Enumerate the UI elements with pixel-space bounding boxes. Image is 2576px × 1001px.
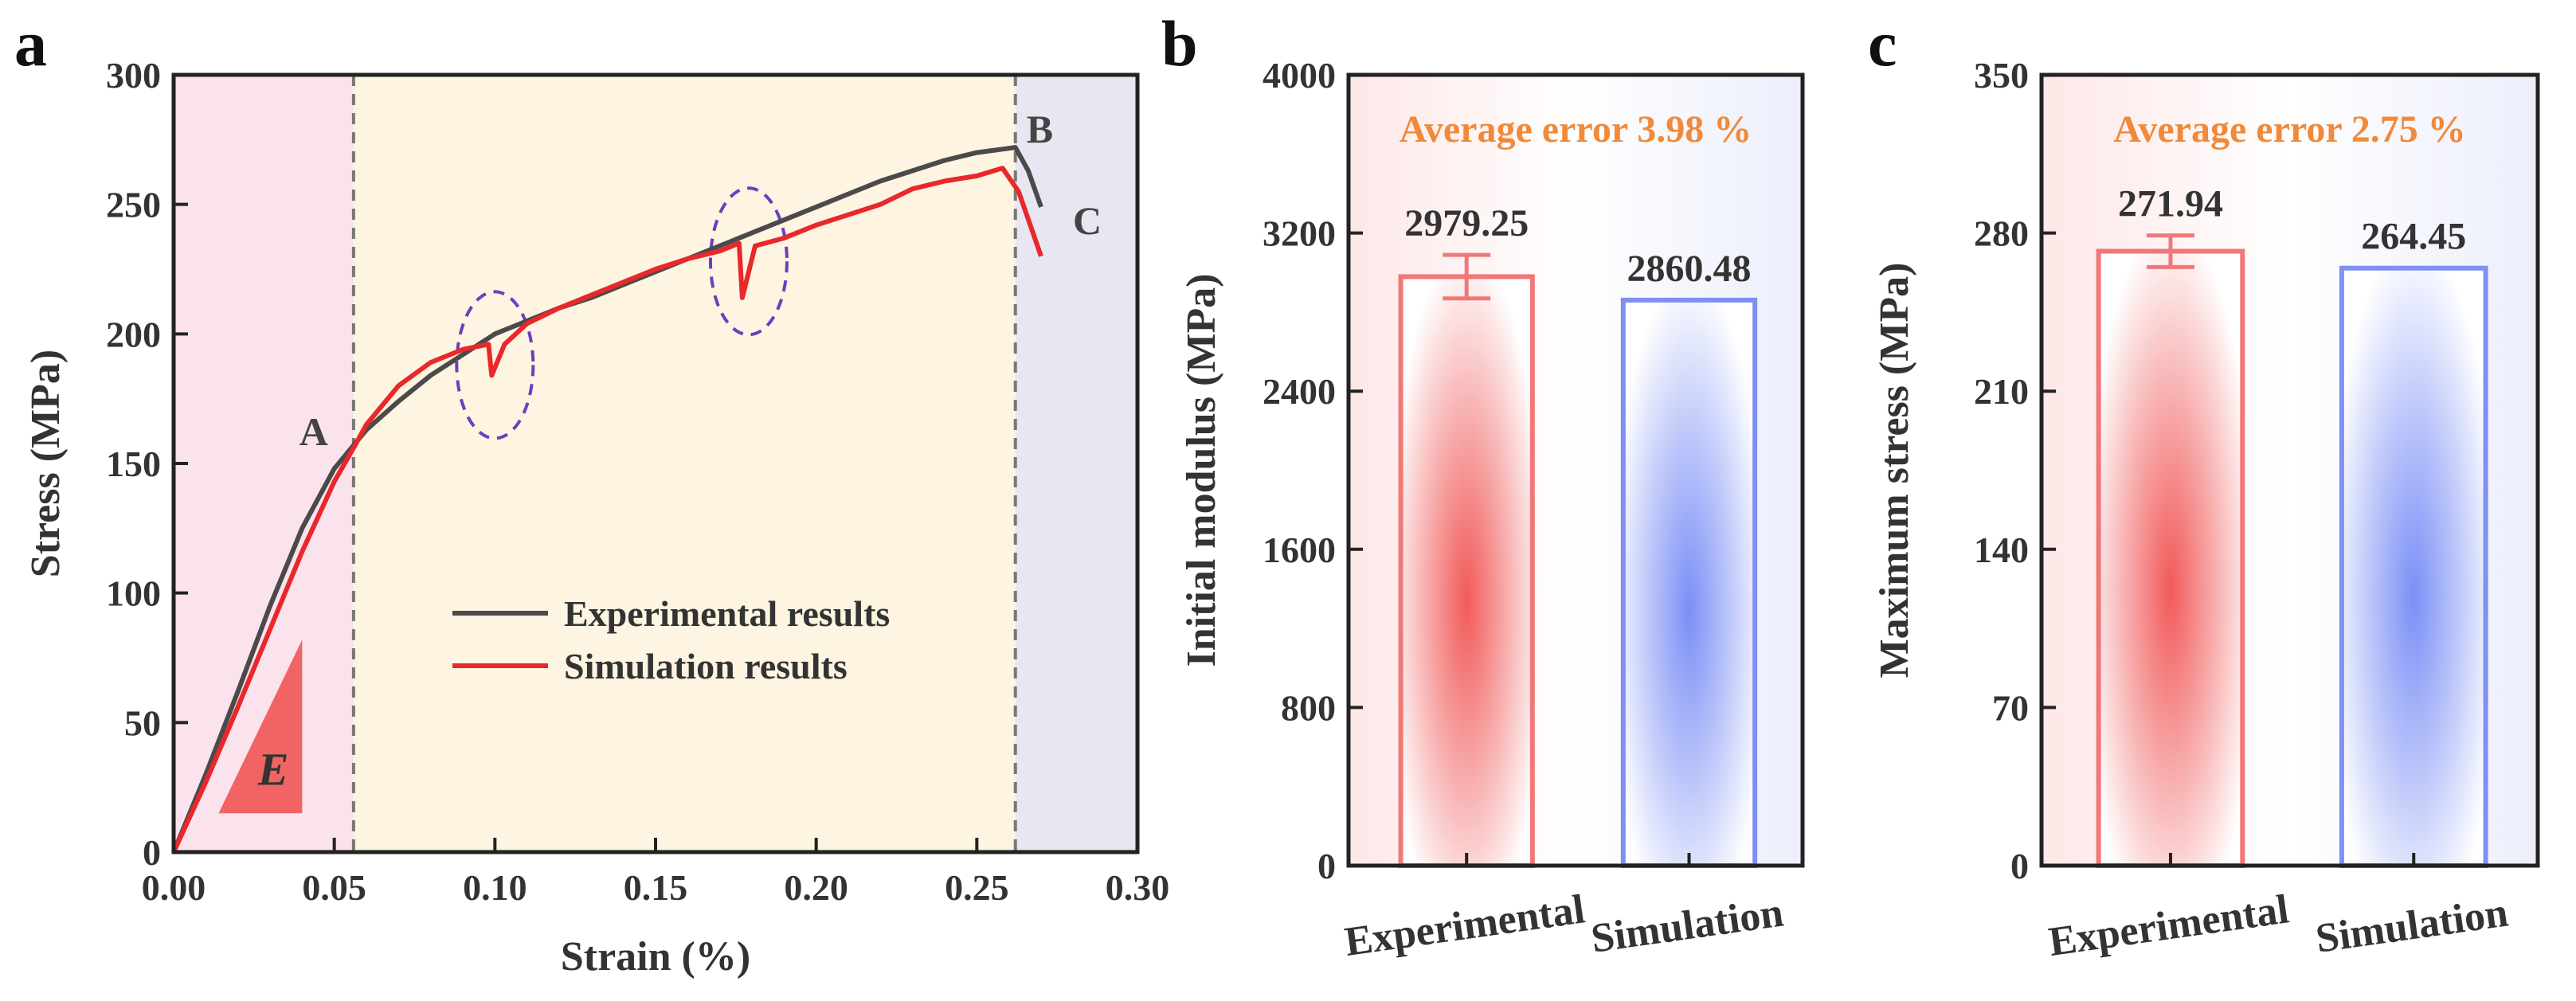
- point-label-a: A: [299, 409, 328, 454]
- value-label-simulation: 2860.48: [1627, 248, 1752, 290]
- region-band-2: [1015, 75, 1137, 852]
- x-tick-label: 0.00: [142, 867, 206, 908]
- y-tick-label: 0: [1317, 846, 1336, 886]
- point-label-c: C: [1073, 198, 1102, 243]
- region-band-1: [353, 75, 1016, 852]
- y-tick-label: 1600: [1263, 530, 1336, 570]
- y-tick-label: 4000: [1263, 55, 1336, 96]
- y-axis-label: Initial modulus (MPa): [1179, 273, 1224, 667]
- panel-label-b: b: [1161, 7, 1198, 80]
- y-tick-label: 140: [1974, 530, 2029, 570]
- y-tick-label: 210: [1974, 371, 2029, 412]
- series-line-simulation: [171, 166, 1043, 854]
- y-tick-label: 300: [106, 55, 161, 96]
- y-tick-label: 150: [106, 444, 161, 484]
- value-label-experimental: 271.94: [2118, 183, 2223, 225]
- value-label-experimental: 2979.25: [1404, 202, 1529, 244]
- y-tick-label: 800: [1281, 687, 1336, 728]
- category-label-experimental: Experimental: [1342, 886, 1587, 965]
- x-axis-label: Strain (%): [561, 934, 750, 979]
- bar-simulation: [2339, 265, 2488, 868]
- average-error-label: Average error 2.75 %: [2113, 108, 2466, 151]
- plot-frame: [1346, 72, 1805, 868]
- y-tick-label: 280: [1974, 213, 2029, 254]
- y-tick-label: 2400: [1263, 371, 1336, 412]
- highlight-ellipse-1: [455, 290, 535, 440]
- x-tick-label: 0.20: [784, 867, 848, 908]
- x-tick-label: 0.15: [624, 867, 688, 908]
- bar-experimental: [1398, 274, 1535, 868]
- value-label-simulation: 264.45: [2361, 216, 2466, 258]
- y-tick-label: 0: [143, 832, 161, 873]
- x-tick-label: 0.30: [1106, 867, 1170, 908]
- y-tick-label: 50: [124, 702, 161, 743]
- chart-panel-c: 271.94 Experimental 264.45 Simulation 0 70 140…: [1872, 55, 2540, 965]
- modulus-label: E: [257, 743, 289, 795]
- x-tick-label: 0.25: [945, 867, 1009, 908]
- legend-label-experimental: Experimental results: [564, 593, 890, 634]
- y-axis-label: Maximum stress (MPa): [1872, 263, 1917, 678]
- chart-panel-b: 2979.25 Experimental 2860.48 Simulation 0 800…: [1179, 55, 1805, 965]
- average-error-label: Average error 3.98 %: [1400, 108, 1752, 151]
- legend-label-simulation: Simulation results: [564, 646, 848, 686]
- category-label-simulation: Simulation: [1588, 890, 1786, 962]
- panel-label-c: c: [1868, 7, 1897, 80]
- y-tick-label: 100: [106, 573, 161, 614]
- plot-frame: [2039, 72, 2540, 868]
- y-tick-label: 0: [2010, 846, 2029, 886]
- y-tick-label: 200: [106, 314, 161, 354]
- y-tick-label: 70: [1992, 687, 2029, 728]
- bar-experimental: [2096, 248, 2245, 869]
- modulus-triangle: [218, 639, 303, 814]
- category-label-experimental: Experimental: [2046, 886, 2292, 965]
- bar-simulation: [1620, 297, 1758, 868]
- x-tick-label: 0.10: [463, 867, 527, 908]
- panel-label-a: a: [14, 7, 47, 80]
- point-label-b: B: [1027, 107, 1053, 151]
- series-line-experimental: [171, 145, 1043, 854]
- y-axis-label: Stress (MPa): [23, 350, 69, 577]
- highlight-ellipse-2: [708, 186, 789, 337]
- y-tick-label: 350: [1974, 55, 2029, 96]
- chart-panel-a: E 0.00 0.05 0.10 0.15 0.20 0.25 0.30 0 50 100 150 20…: [23, 55, 1169, 979]
- x-tick-label: 0.05: [302, 867, 366, 908]
- category-label-simulation: Simulation: [2313, 890, 2511, 962]
- y-tick-label: 3200: [1263, 213, 1336, 254]
- y-tick-label: 250: [106, 185, 161, 225]
